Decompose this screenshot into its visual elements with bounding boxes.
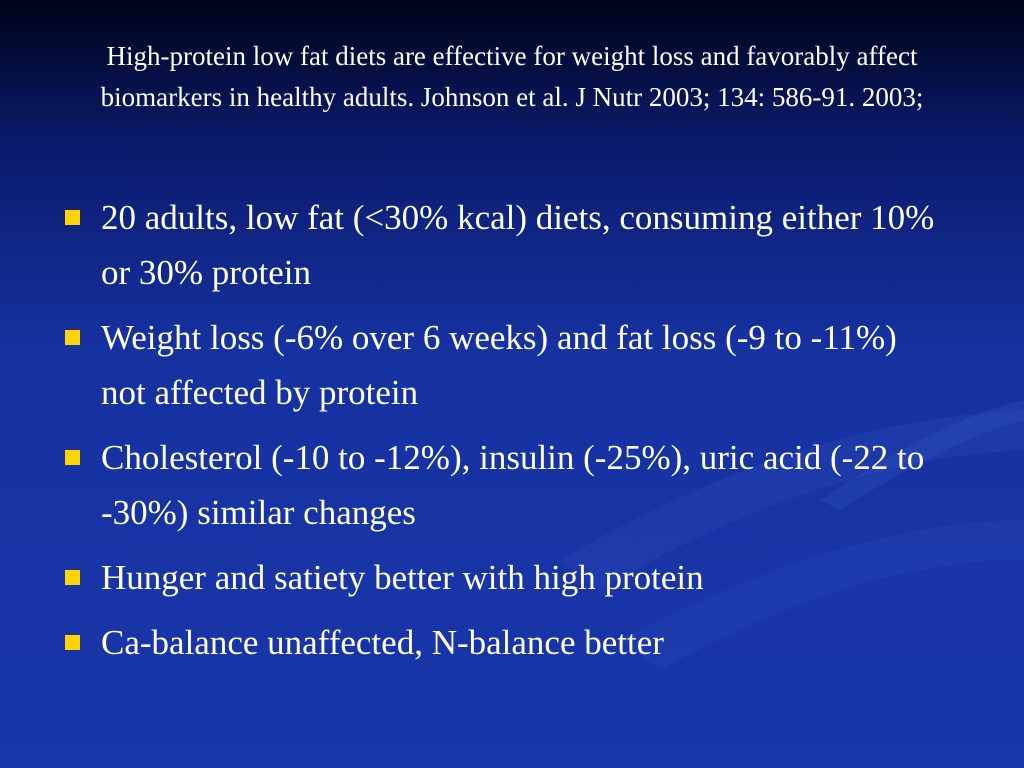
slide-title: High-protein low fat diets are effective…: [100, 41, 924, 112]
bullet-item: 20 adults, low fat (<30% kcal) diets, co…: [60, 190, 950, 300]
bullet-item: Ca-balance unaffected, N-balance better: [60, 615, 950, 670]
bullet-item: Weight loss (-6% over 6 weeks) and fat l…: [60, 310, 950, 420]
bullet-list: 20 adults, low fat (<30% kcal) diets, co…: [60, 190, 950, 680]
bullet-item: Hunger and satiety better with high prot…: [60, 550, 950, 605]
bullet-item: Cholesterol (-10 to -12%), insulin (-25%…: [60, 430, 950, 540]
